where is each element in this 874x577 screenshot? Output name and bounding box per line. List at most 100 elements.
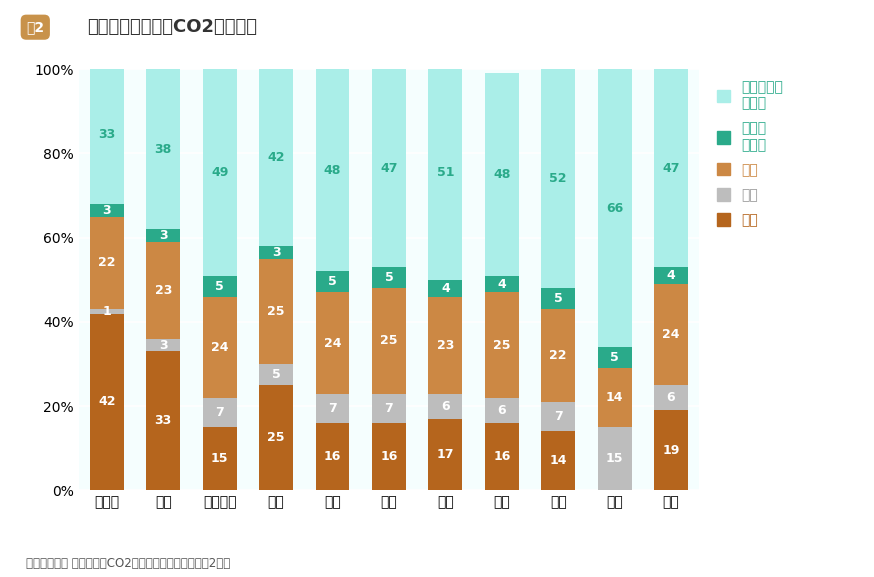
Bar	[372, 69, 406, 267]
Bar	[203, 427, 237, 490]
Text: 1: 1	[102, 305, 111, 318]
Bar	[146, 242, 180, 339]
Bar	[316, 69, 350, 271]
Text: 14: 14	[550, 455, 567, 467]
Bar	[541, 309, 575, 402]
Text: 家庭部門の用途別CO2排出割合: 家庭部門の用途別CO2排出割合	[87, 18, 258, 36]
Text: 6: 6	[441, 400, 449, 413]
Bar	[428, 65, 462, 280]
Text: 42: 42	[267, 151, 285, 164]
Bar	[654, 385, 688, 410]
Text: 3: 3	[272, 246, 281, 259]
Text: 5: 5	[610, 351, 619, 364]
Text: 22: 22	[550, 349, 567, 362]
Bar	[146, 339, 180, 351]
Bar	[598, 427, 632, 490]
Bar	[260, 69, 293, 246]
Text: 出典：環境省 家庭部門のCO2排出実態統計調査（令和2年）: 出典：環境省 家庭部門のCO2排出実態統計調査（令和2年）	[26, 557, 231, 570]
Text: 33: 33	[155, 414, 172, 428]
Text: 3: 3	[102, 204, 111, 217]
Text: 4: 4	[667, 269, 676, 282]
Text: 16: 16	[493, 450, 510, 463]
Bar	[203, 69, 237, 276]
Bar	[598, 347, 632, 368]
Bar	[485, 293, 518, 398]
Text: 7: 7	[215, 406, 224, 419]
Text: 16: 16	[380, 450, 398, 463]
Text: 49: 49	[211, 166, 228, 179]
Text: 25: 25	[267, 305, 285, 318]
Text: 48: 48	[493, 168, 510, 181]
Text: 7: 7	[328, 402, 336, 415]
Bar	[654, 69, 688, 267]
Text: 5: 5	[385, 271, 393, 284]
Text: 66: 66	[606, 202, 623, 215]
Bar	[260, 258, 293, 364]
Bar	[260, 246, 293, 258]
Text: 6: 6	[497, 404, 506, 417]
Bar	[260, 364, 293, 385]
Bar	[541, 288, 575, 309]
Text: 7: 7	[385, 402, 393, 415]
Text: 48: 48	[324, 164, 341, 177]
Bar	[541, 69, 575, 288]
Bar	[203, 276, 237, 297]
Text: 22: 22	[98, 257, 115, 269]
Bar	[146, 229, 180, 242]
Text: 42: 42	[98, 395, 115, 409]
Text: 5: 5	[272, 368, 281, 381]
Bar	[654, 410, 688, 490]
Bar	[428, 394, 462, 419]
Bar	[90, 217, 124, 309]
Text: 23: 23	[437, 339, 454, 351]
Text: 6: 6	[667, 391, 676, 404]
Bar	[203, 297, 237, 398]
Text: 7: 7	[554, 410, 563, 424]
Bar	[598, 368, 632, 427]
Bar	[260, 385, 293, 490]
Text: 51: 51	[437, 166, 454, 179]
Text: 17: 17	[437, 448, 454, 461]
Text: 24: 24	[211, 341, 228, 354]
Bar	[372, 267, 406, 288]
Text: 25: 25	[267, 431, 285, 444]
Text: 15: 15	[211, 452, 228, 466]
Bar	[541, 402, 575, 432]
Bar	[372, 288, 406, 394]
Bar	[316, 271, 350, 293]
Bar	[90, 204, 124, 217]
Bar	[90, 313, 124, 490]
Text: 23: 23	[155, 284, 172, 297]
Text: 3: 3	[159, 339, 168, 351]
Text: 4: 4	[497, 278, 506, 291]
Bar	[654, 267, 688, 284]
Text: 14: 14	[606, 391, 623, 404]
Text: 16: 16	[324, 450, 341, 463]
Bar	[428, 419, 462, 490]
Bar	[90, 65, 124, 204]
Bar	[146, 351, 180, 490]
Bar	[598, 69, 632, 347]
Bar	[316, 423, 350, 490]
Text: 5: 5	[328, 275, 336, 288]
Bar	[372, 423, 406, 490]
Text: 25: 25	[493, 339, 510, 351]
Bar	[90, 309, 124, 313]
Text: 38: 38	[155, 143, 172, 156]
Bar	[146, 69, 180, 229]
Text: 25: 25	[380, 335, 398, 347]
Legend: 照明・家電
製品等, 台所用
コンロ, 給湯, 冷房, 暖房: 照明・家電 製品等, 台所用 コンロ, 給湯, 冷房, 暖房	[712, 76, 787, 231]
Text: 図2: 図2	[26, 20, 45, 34]
Bar	[541, 432, 575, 490]
Text: 24: 24	[323, 336, 341, 350]
Bar	[485, 398, 518, 423]
Bar	[485, 423, 518, 490]
Bar	[372, 394, 406, 423]
Text: 5: 5	[554, 293, 563, 305]
Text: 52: 52	[550, 173, 567, 185]
Text: 33: 33	[98, 128, 115, 141]
Text: 47: 47	[380, 162, 398, 175]
Bar	[428, 297, 462, 394]
Bar	[428, 280, 462, 297]
Text: 4: 4	[441, 282, 450, 295]
